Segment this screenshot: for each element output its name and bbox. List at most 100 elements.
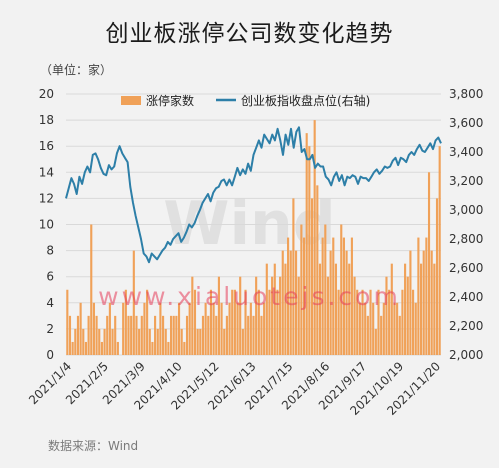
bar (191, 276, 194, 355)
bar (196, 328, 199, 355)
bar (313, 120, 316, 355)
bar (388, 289, 391, 355)
y-right-tick-label: 3,600 (449, 116, 483, 130)
bar (92, 302, 95, 355)
bar (124, 289, 127, 355)
y-right-tick-label: 3,800 (449, 87, 483, 101)
bar (332, 237, 335, 355)
bar (249, 302, 252, 355)
bar (140, 315, 143, 355)
bar (276, 289, 279, 355)
y-right-tick-label: 2,400 (449, 290, 483, 304)
bar (289, 250, 292, 355)
y-right-tick-label: 2,600 (449, 261, 483, 275)
bar (390, 263, 393, 355)
bar (321, 237, 324, 355)
y-left-tick-label: 14 (39, 165, 54, 179)
y-left-tick-label: 2 (46, 322, 54, 336)
bar (193, 289, 197, 355)
bar (337, 289, 340, 355)
bar (356, 289, 359, 355)
bar (257, 289, 260, 355)
bar (114, 315, 117, 355)
source-note: 数据来源：Wind (48, 439, 139, 453)
bar (201, 315, 205, 355)
bar (361, 289, 364, 355)
y-right-tick-label: 2,800 (449, 232, 483, 246)
bar (167, 341, 170, 355)
y-left-tick-label: 12 (39, 191, 54, 205)
bar (310, 198, 314, 355)
bar (422, 250, 425, 355)
bar (68, 315, 72, 355)
bar (87, 315, 90, 355)
bar (425, 237, 428, 355)
bar (316, 185, 319, 355)
bar (287, 237, 290, 355)
bar (414, 302, 417, 355)
bar (393, 302, 396, 355)
bar (132, 250, 135, 355)
bar (71, 341, 74, 355)
bar (90, 224, 93, 355)
bar (204, 302, 207, 355)
bar (164, 328, 167, 355)
bar (156, 328, 159, 355)
bar (199, 328, 202, 355)
bar (162, 315, 165, 355)
bar (188, 302, 191, 355)
bar (217, 276, 220, 355)
bar (233, 289, 236, 355)
bar (111, 328, 114, 355)
bar (220, 302, 223, 355)
bar (350, 237, 353, 355)
bar (138, 328, 141, 355)
bar (380, 315, 383, 355)
y-right-tick-label: 2,000 (449, 348, 483, 362)
bar (334, 263, 338, 355)
bar (209, 289, 213, 355)
bar (106, 315, 109, 355)
bar (148, 328, 151, 355)
bar (260, 315, 263, 355)
bar (239, 276, 242, 355)
bar (273, 263, 276, 355)
bar (177, 302, 181, 355)
bar (433, 263, 436, 355)
bar (154, 315, 157, 355)
bar (100, 341, 103, 355)
bar (255, 276, 258, 355)
bar (318, 263, 322, 355)
y-left-tick-label: 8 (46, 244, 54, 258)
bar (427, 172, 431, 355)
bar (223, 328, 226, 355)
y-left-tick-label: 10 (39, 218, 54, 232)
bar (175, 315, 178, 355)
bar (374, 328, 377, 355)
bar (358, 302, 361, 355)
bar (212, 302, 215, 355)
bar (108, 302, 111, 355)
bar (406, 276, 409, 355)
bar (430, 250, 433, 355)
bar (116, 341, 119, 355)
bar (268, 289, 271, 355)
bar (281, 250, 284, 355)
bar (353, 276, 356, 355)
y-left-tick-label: 0 (46, 348, 54, 362)
bar (236, 302, 239, 355)
y-right-tick-label: 3,200 (449, 174, 483, 188)
legend-label-bars: 涨停家数 (146, 93, 194, 108)
legend-label-line: 创业板指收盘点位(右轴) (241, 93, 370, 108)
bar (241, 328, 244, 355)
bar (151, 341, 154, 355)
bar (180, 328, 183, 355)
bar (76, 315, 80, 355)
bar (252, 315, 255, 355)
bar (377, 289, 380, 355)
bar (215, 315, 218, 355)
bar (143, 302, 146, 355)
bar (326, 276, 330, 355)
legend-swatch-bars (121, 96, 141, 105)
